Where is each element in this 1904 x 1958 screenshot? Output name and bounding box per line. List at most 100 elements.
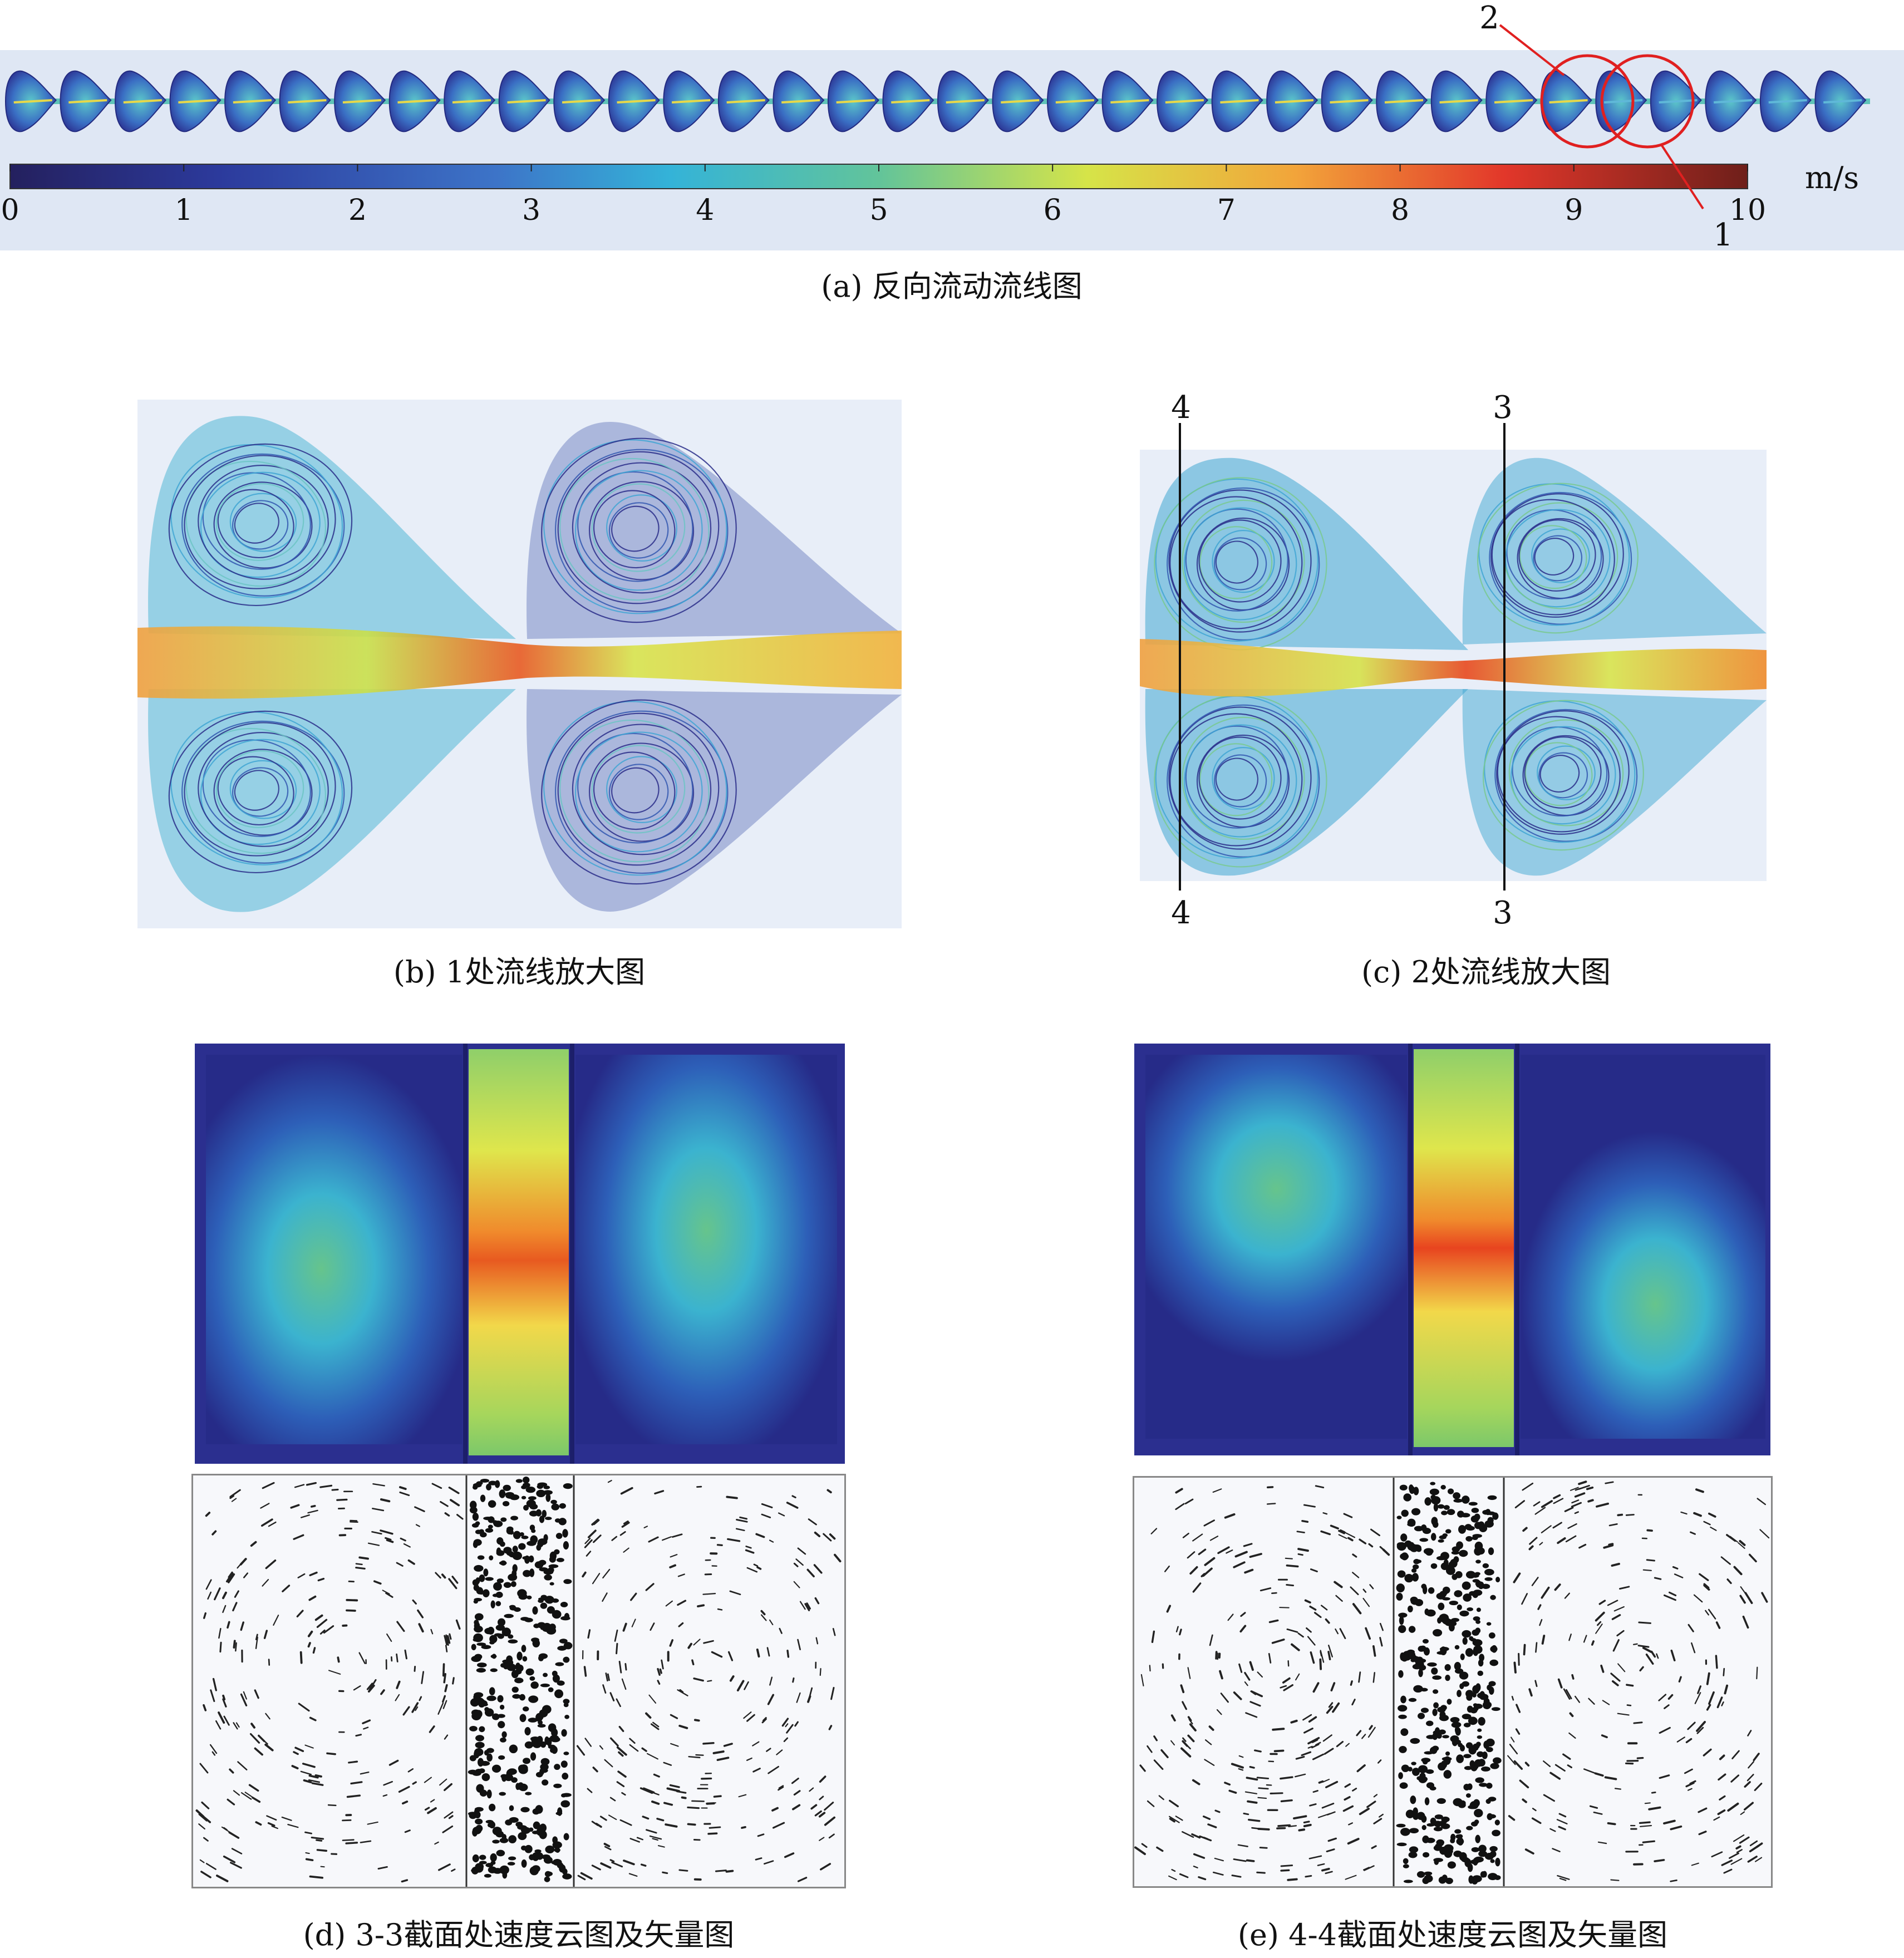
vector-arrow <box>1192 1779 1201 1785</box>
vector-arrow <box>1595 1611 1605 1622</box>
vector-arrow <box>656 1818 665 1822</box>
vector-dot <box>509 1744 518 1754</box>
vector-arrow <box>677 1600 687 1606</box>
vector-dot <box>519 1694 525 1701</box>
vector-arrow <box>1362 1588 1367 1593</box>
vector-arrow <box>591 1864 601 1871</box>
vector-dot <box>502 1501 510 1507</box>
vector-arrow <box>711 1651 723 1658</box>
vector-dot <box>476 1642 486 1646</box>
vector-arrow <box>1596 1502 1609 1508</box>
vector-dot <box>1477 1751 1484 1758</box>
vector-arrow <box>1335 1595 1343 1602</box>
vector-dot <box>532 1865 540 1873</box>
vector-dot <box>1403 1858 1409 1864</box>
vector-arrow <box>1710 1526 1717 1531</box>
streamline-loop <box>1484 700 1636 843</box>
vector-dot <box>1452 1546 1460 1552</box>
vector-arrow <box>587 1788 593 1793</box>
vector-arrow <box>371 1531 382 1535</box>
vector-dot <box>500 1663 506 1668</box>
vector-arrow <box>829 1533 836 1540</box>
vector-arrow <box>1541 1635 1546 1645</box>
vector-dot <box>475 1697 484 1703</box>
vector-arrow <box>444 1512 450 1517</box>
colorbar-ticks <box>9 164 1748 171</box>
streamline-loop <box>1533 535 1583 582</box>
streamline-loop <box>202 472 311 570</box>
vector-arrow <box>648 1694 657 1704</box>
vector-arrow <box>1293 1815 1307 1819</box>
vector-arrow <box>1193 1866 1198 1868</box>
streamline-loop <box>1198 519 1282 603</box>
vector-arrow <box>1642 1646 1652 1653</box>
vector-arrow <box>1343 1531 1356 1538</box>
vector-arrow <box>1717 1809 1726 1816</box>
vector-dot <box>522 1656 528 1662</box>
vector-arrow <box>659 1668 662 1674</box>
cell-jet <box>891 99 930 104</box>
vector-arrow <box>227 1621 230 1629</box>
vector-arrow <box>336 1498 348 1501</box>
streamline-loop <box>611 505 660 552</box>
vector-arrow <box>761 1513 771 1518</box>
vector-dot <box>1462 1581 1471 1590</box>
colorbar-tick-label: 7 <box>1217 194 1236 227</box>
lobe-lower-left <box>148 689 516 912</box>
cell-jet <box>1494 99 1533 104</box>
streamline-loop <box>611 767 660 814</box>
vector-arrow <box>1214 1809 1221 1813</box>
vector-arrow <box>649 1835 662 1840</box>
vector-dot <box>1455 1727 1461 1736</box>
vector-dot <box>1400 1728 1409 1736</box>
vector-arrow <box>670 1714 678 1719</box>
vector-dot <box>1447 1861 1456 1869</box>
vector-arrow <box>1326 1848 1335 1853</box>
vector-arrow <box>1321 1605 1328 1611</box>
colorbar-tick-label: 8 <box>1391 194 1410 227</box>
vector-arrow <box>641 1747 647 1752</box>
vector-arrow <box>1150 1528 1158 1534</box>
vector-arrow <box>727 1538 741 1542</box>
vector-arrow <box>1202 1816 1211 1820</box>
vector-arrow <box>1639 1666 1644 1672</box>
vector-arrow <box>1626 1704 1632 1706</box>
vector-arrow <box>449 1633 452 1640</box>
vector-arrow <box>1312 1682 1320 1693</box>
vector-arrow <box>819 1775 826 1783</box>
vector-arrow <box>665 1823 678 1828</box>
vector-arrow <box>1227 1613 1234 1621</box>
vector-dot <box>510 1516 518 1521</box>
vector-dot <box>532 1606 538 1615</box>
vector-arrow <box>1233 1691 1242 1700</box>
vector-arrow <box>582 1571 587 1578</box>
vector-arrow <box>752 1741 760 1747</box>
vector-arrow <box>1372 1645 1376 1657</box>
vector-arrow <box>797 1639 801 1651</box>
vector-dot <box>521 1859 527 1868</box>
vector-arrow <box>1334 1581 1343 1588</box>
vector-dot <box>1468 1502 1478 1506</box>
vector-arrow <box>362 1719 371 1724</box>
vector-arrow <box>1151 1630 1155 1644</box>
streamline-loop <box>198 465 329 580</box>
vector-arrow <box>654 1490 665 1495</box>
vector-arrow <box>1684 1768 1693 1774</box>
vector-arrow <box>1282 1677 1291 1684</box>
vector-arrow <box>404 1829 411 1833</box>
vector-arrow <box>386 1539 394 1543</box>
vector-dot <box>1463 1723 1471 1728</box>
vector-dot <box>540 1683 550 1688</box>
vector-arrow <box>1739 1539 1746 1546</box>
vector-arrow <box>820 1863 832 1871</box>
vector-arrow <box>300 1514 310 1518</box>
vector-dot <box>1475 1627 1481 1634</box>
vector-arrow <box>1659 1774 1670 1779</box>
vector-arrow <box>255 1634 258 1640</box>
vector-dot <box>483 1568 489 1577</box>
vector-arrow <box>1568 1732 1576 1739</box>
streamline-loop <box>1212 747 1275 810</box>
vector-dot <box>1488 1814 1496 1819</box>
vector-dot <box>503 1484 511 1492</box>
vector-arrow <box>1733 1834 1745 1842</box>
